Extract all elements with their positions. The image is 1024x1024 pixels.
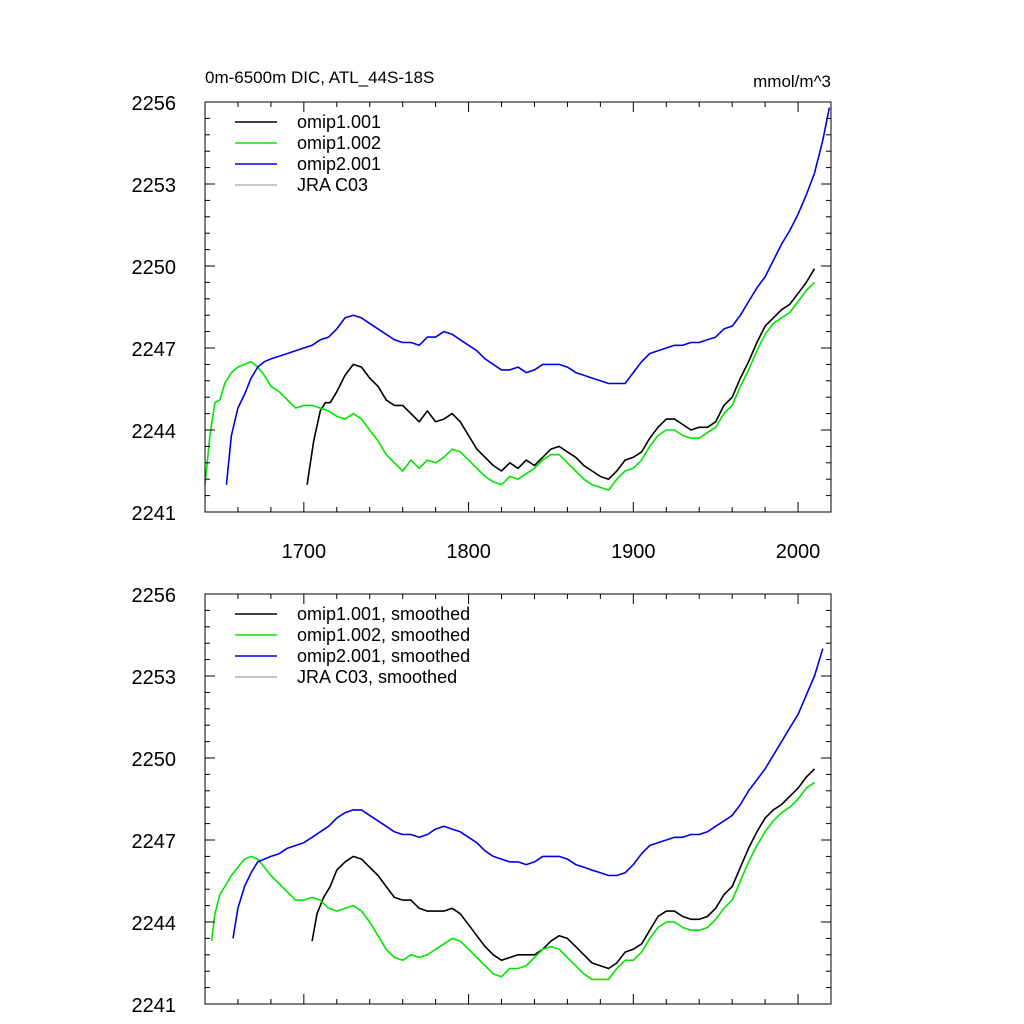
series-layer [210,648,824,981]
series-line [204,281,816,491]
series-line [306,268,816,485]
y-tick-label: 2256 [132,93,177,115]
y-tick-label: 2253 [132,667,177,689]
y-tick-label: 2244 [132,913,177,935]
plot-frame [204,101,832,513]
ticks-layer: 1700 1800 1900 2000 2241 2244 2247 2250 2253 2256 [132,93,832,563]
y-tick-label: 2253 [132,175,177,197]
legend-label: omip1.001, smoothed [297,604,470,624]
plot-frame [204,593,832,1005]
series-layer [204,107,831,491]
y-tick-label: 2247 [132,831,177,853]
legend-label: omip2.001 [297,154,381,174]
legend-label: omip1.001 [297,112,381,132]
legend-label: JRA C03, smoothed [297,667,457,687]
y-tick-label: 2250 [132,749,177,771]
x-tick-label: 2000 [776,541,821,563]
legend-label: omip2.001, smoothed [297,646,470,666]
series-line [232,648,824,939]
x-tick-label: 1800 [446,541,491,563]
panel-bottom: 2241 2244 2247 2250 2253 2256 omip1.001, smoo… [132,585,832,1017]
chart-title: 0m-6500m DIC, ATL_44S-18S [205,68,434,87]
y-tick-label: 2247 [132,339,177,361]
x-tick-label: 1700 [282,541,327,563]
series-line [210,781,815,981]
y-tick-label: 2244 [132,421,177,443]
legend-label: omip1.002 [297,133,381,153]
ticks-layer: 2241 2244 2247 2250 2253 2256 [132,585,832,1017]
y-tick-label: 2241 [132,995,177,1017]
y-tick-label: 2241 [132,503,177,525]
legend-label: omip1.002, smoothed [297,625,470,645]
legend-label: JRA C03 [297,175,368,195]
units-label: mmol/m^3 [753,72,831,91]
y-tick-label: 2250 [132,257,177,279]
x-tick-label: 1900 [611,541,656,563]
y-tick-label: 2256 [132,585,177,607]
panel-top: 1700 1800 1900 2000 2241 2244 2247 2250 2253 2256… [132,68,832,563]
series-line [311,768,816,970]
series-line [225,107,831,485]
